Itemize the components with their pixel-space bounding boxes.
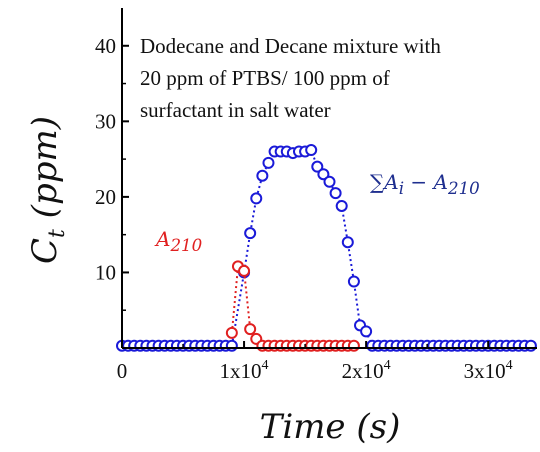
x-tick-label: 2x104 (342, 358, 391, 383)
series-label-sum-pre: ∑A (370, 170, 399, 194)
annotation-line-3: surfactant in salt water (140, 98, 331, 122)
series-label-sum-mid: − A (404, 170, 448, 194)
series-label-a210-pre: A (156, 227, 171, 251)
annotation-line-2: 20 ppm of PTBS/ 100 ppm of (140, 66, 390, 90)
annotation-line-1: Dodecane and Decane mixture with (140, 34, 441, 58)
data-point (329, 187, 342, 200)
data-point (238, 264, 251, 277)
data-point (244, 227, 257, 240)
x-tick-label: 1x104 (220, 358, 269, 383)
y-tick-label: 30 (95, 109, 116, 133)
series-label-sum: ∑Ai − A210 (370, 170, 480, 198)
series-label-sum-sub2: 210 (447, 179, 480, 198)
data-point (347, 275, 360, 288)
annotation-text: Dodecane and Decane mixture with 20 ppm … (140, 30, 530, 126)
data-point (347, 339, 360, 352)
data-point (225, 326, 238, 339)
x-tick-label: 3x104 (464, 358, 513, 383)
data-point (225, 339, 238, 352)
data-point (317, 168, 330, 181)
data-point (244, 323, 257, 336)
data-point (305, 144, 318, 157)
data-point (256, 169, 269, 182)
y-tick-label: 40 (95, 34, 116, 58)
x-tick-label: 0 (117, 359, 128, 383)
series-label-sum-sub1: i (398, 179, 405, 198)
y-tick-label: 10 (95, 260, 116, 284)
data-point (262, 156, 275, 169)
y-tick-label: 20 (95, 185, 116, 209)
data-point (323, 175, 336, 188)
x-axis-title: Time (s) (260, 407, 401, 447)
data-point (524, 339, 537, 352)
data-point (341, 236, 354, 249)
data-point (335, 199, 348, 212)
y-axis-title: Ct (ppm) (25, 116, 70, 264)
data-point (250, 192, 263, 205)
data-point (360, 325, 373, 338)
series-label-a210-sub: 210 (170, 236, 203, 255)
data-point (311, 160, 324, 173)
series-label-a210: A210 (156, 227, 202, 255)
